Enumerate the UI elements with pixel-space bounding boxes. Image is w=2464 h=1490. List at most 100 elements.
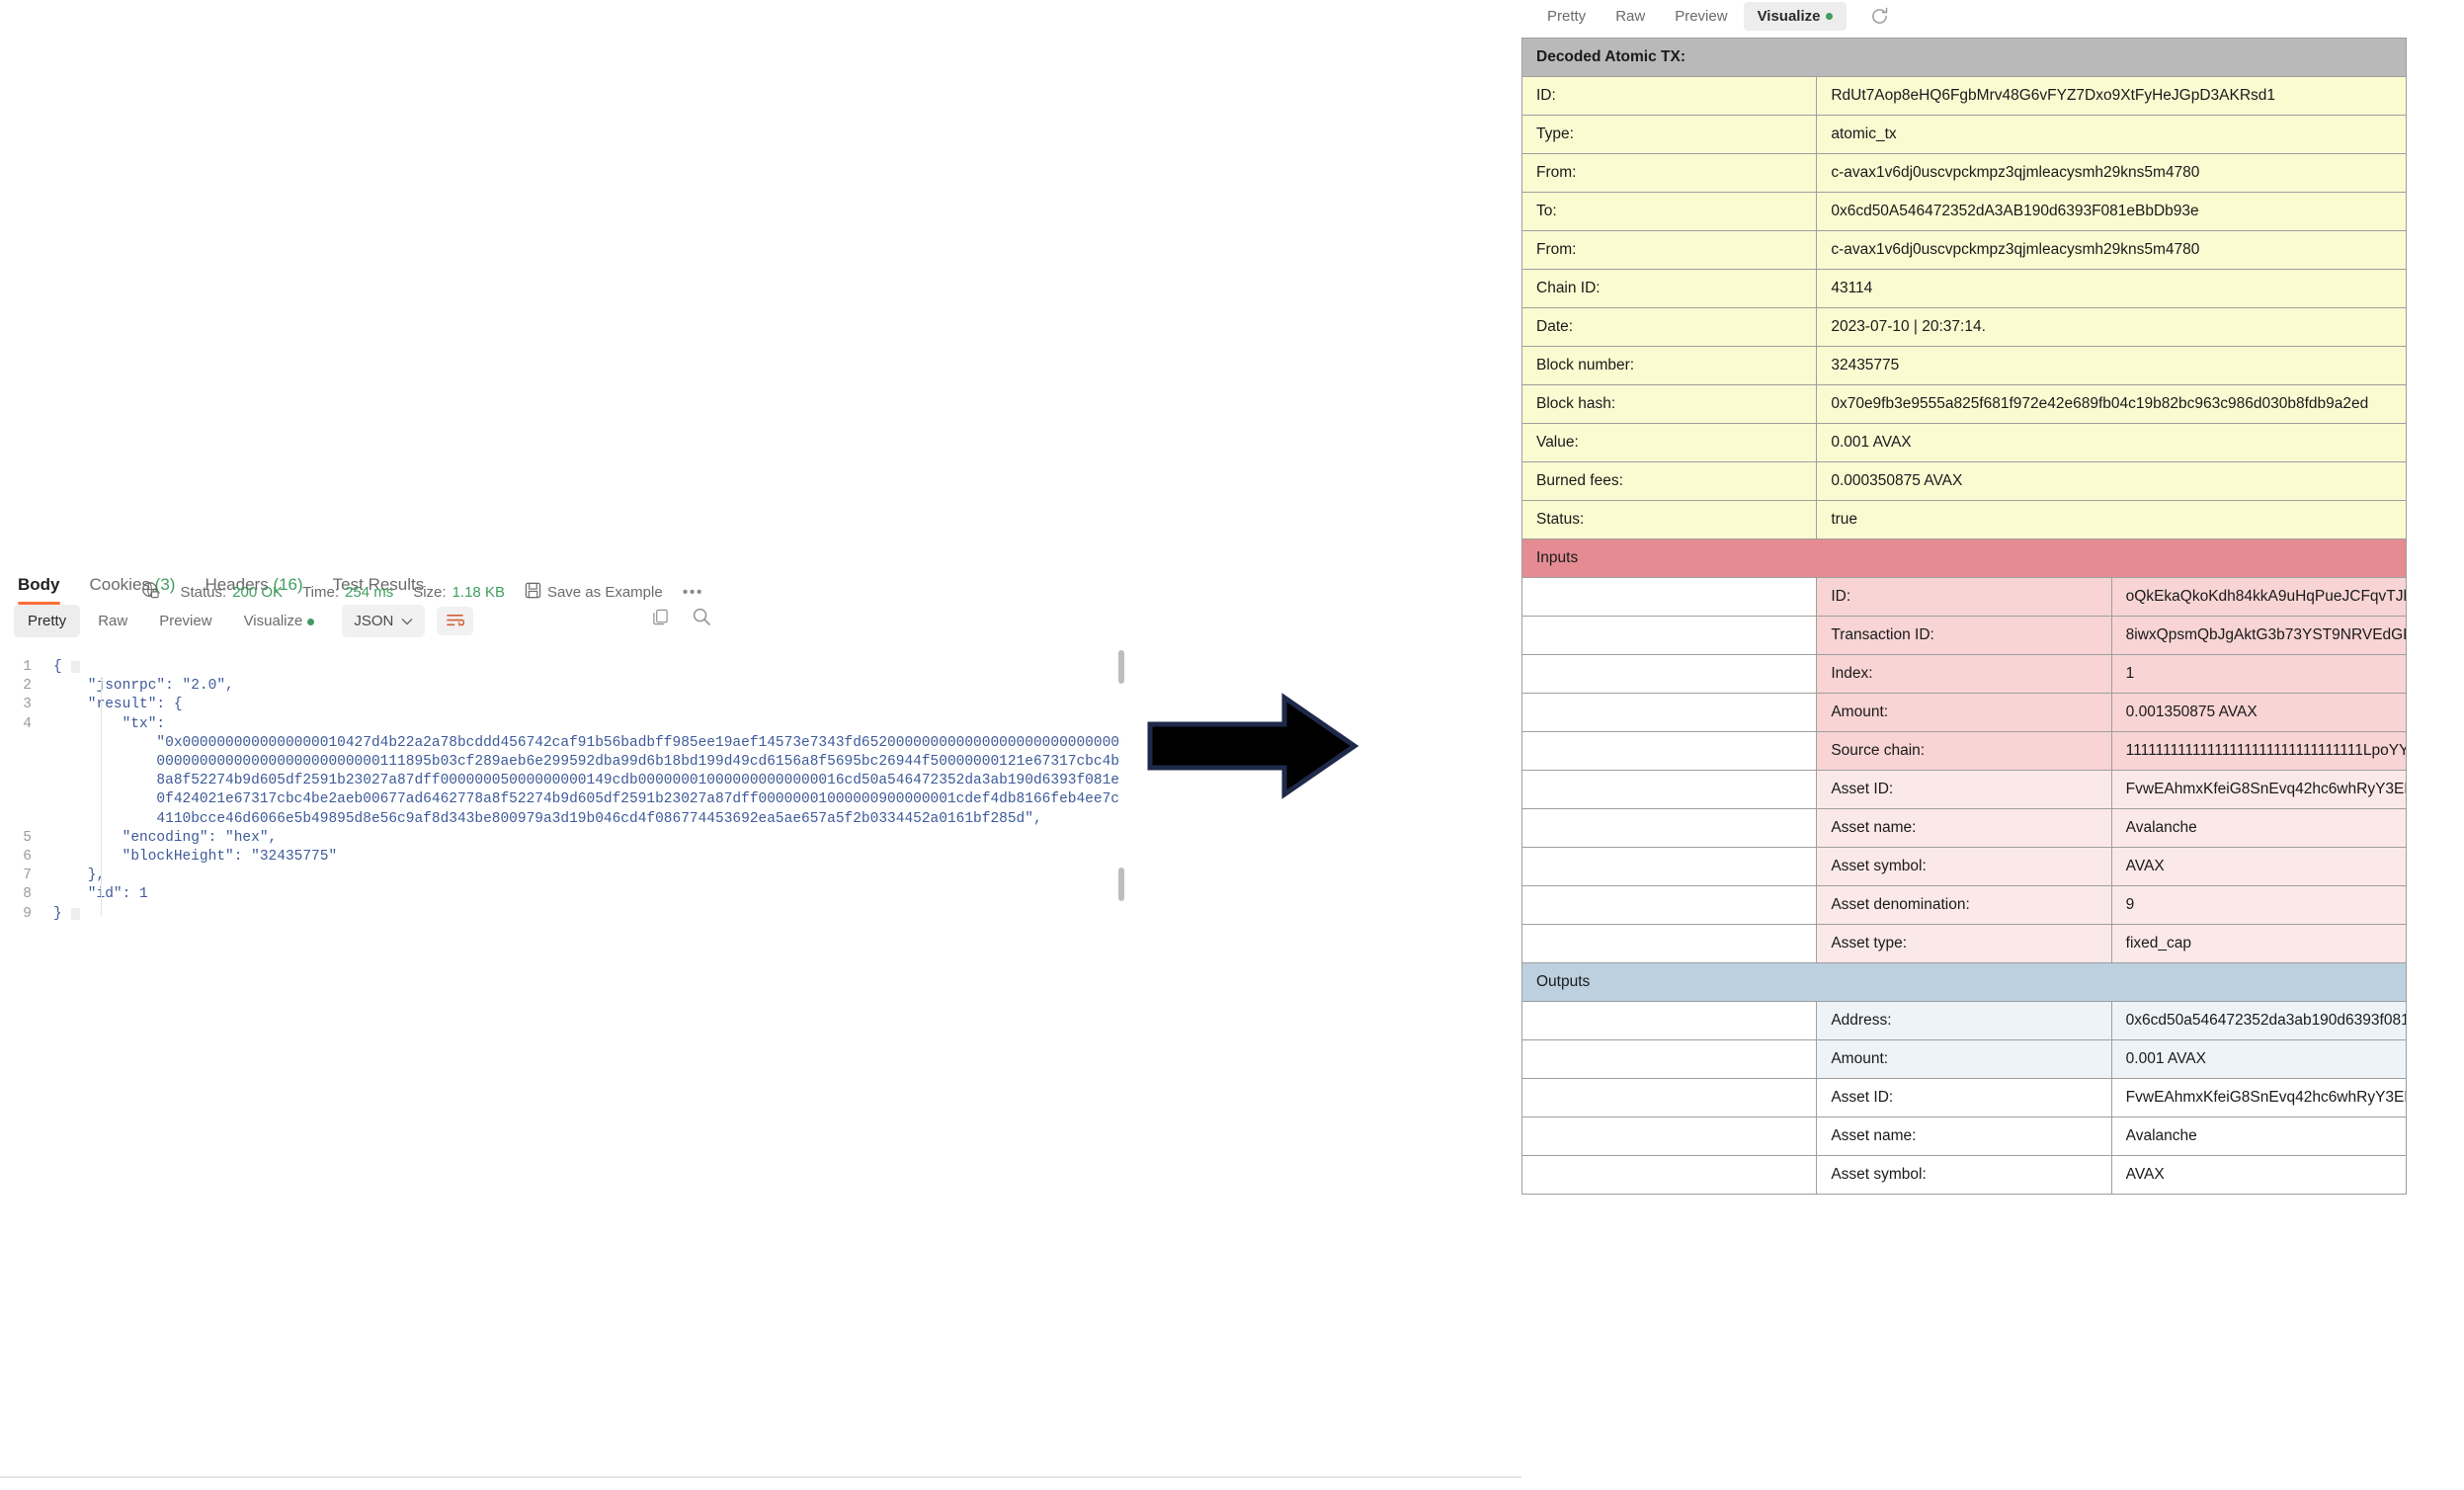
outputs-row: Asset symbol: AVAX xyxy=(1521,1155,2408,1195)
inputs-row: Asset type: fixed_cap xyxy=(1521,924,2408,963)
code-line: 1{ xyxy=(14,658,1120,677)
wrap-lines-button[interactable] xyxy=(437,607,474,635)
inputs-row-spacer xyxy=(1521,654,1818,694)
inputs-row-value: FvwEAhmxKfeiG8SnEvq42hc6whRyY3EFYAvebMqD… xyxy=(2110,770,2408,809)
inputs-row-spacer xyxy=(1521,885,1818,925)
code-line: 6 "blockHeight": "32435775" xyxy=(14,848,1120,867)
code-line: 3 "result": { xyxy=(14,696,1120,714)
code-line: 5 "encoding": "hex", xyxy=(14,829,1120,848)
summary-row-value: 32435775 xyxy=(1816,346,2407,385)
summary-row-value: c-avax1v6dj0uscvpckmpz3qjmleacysmh29kns5… xyxy=(1816,153,2407,193)
copy-icon[interactable] xyxy=(651,608,670,631)
view-tab-visualize[interactable]: Visualize xyxy=(230,605,329,637)
outputs-row: Amount: 0.001 AVAX xyxy=(1521,1039,2408,1079)
inputs-row-label: Asset denomination: xyxy=(1816,885,2112,925)
summary-row-value: 2023-07-10 | 20:37:14. xyxy=(1816,307,2407,347)
view-tab-pretty-label: Pretty xyxy=(28,613,67,629)
code-scrollbar-thumb-bottom[interactable] xyxy=(1118,868,1124,901)
outputs-row-label: Asset symbol: xyxy=(1816,1155,2112,1195)
fold-marker-top[interactable] xyxy=(71,661,80,673)
fold-marker-bottom[interactable] xyxy=(71,908,80,920)
decoded-tx-table: Decoded Atomic TX: ID: RdUt7Aop8eHQ6FgbMrv… xyxy=(1521,38,2408,1195)
response-tab-test-results[interactable]: Test Results xyxy=(333,575,425,605)
viz-tab-visualize[interactable]: Visualize xyxy=(1743,1,1847,31)
viz-tab-raw[interactable]: Raw xyxy=(1602,2,1659,31)
status-value: 200 OK xyxy=(232,584,284,601)
inputs-row-value: AVAX xyxy=(2110,847,2408,886)
inputs-row-spacer xyxy=(1521,924,1818,963)
summary-row-label: From: xyxy=(1521,230,1818,270)
outputs-row-label: Address: xyxy=(1816,1001,2112,1040)
line-number: 9 xyxy=(23,905,32,922)
line-number: 1 xyxy=(23,659,32,675)
viz-tab-pretty[interactable]: Pretty xyxy=(1533,2,1600,31)
summary-row: Burned fees: 0.000350875 AVAX xyxy=(1521,461,2407,501)
summary-row: From: c-avax1v6dj0uscvpckmpz3qjmleacysmh2… xyxy=(1521,153,2407,193)
search-icon[interactable] xyxy=(692,607,711,631)
chevron-down-icon xyxy=(401,613,413,629)
outputs-row: Asset ID: FvwEAhmxKfeiG8SnEvq42hc6whRyY3E… xyxy=(1521,1078,2408,1118)
inputs-row-label: Index: xyxy=(1816,654,2112,694)
code-line-text: "tx": xyxy=(53,715,166,732)
decoded-tx-table-wrapper: Decoded Atomic TX: ID: RdUt7Aop8eHQ6FgbMrv… xyxy=(1521,38,2464,1195)
summary-row-value: 0.000350875 AVAX xyxy=(1816,461,2407,501)
inputs-row-spacer xyxy=(1521,731,1818,771)
code-line-text: } xyxy=(53,905,62,922)
response-tab-headers[interactable]: Headers (16) xyxy=(205,575,302,605)
time-label: Time: xyxy=(302,584,340,601)
summary-row-value: c-avax1v6dj0uscvpckmpz3qjmleacysmh29kns5… xyxy=(1816,230,2407,270)
summary-row: To: 0x6cd50A546472352dA3AB190d6393F081eBb… xyxy=(1521,192,2407,231)
transform-arrow-icon xyxy=(1146,692,1359,805)
outputs-row-spacer xyxy=(1521,1117,1818,1156)
inputs-row-spacer xyxy=(1521,808,1818,848)
summary-row-label: Type: xyxy=(1521,115,1818,154)
view-tab-preview[interactable]: Preview xyxy=(145,605,225,637)
viz-tab-preview[interactable]: Preview xyxy=(1661,2,1741,31)
response-tab-body[interactable]: Body xyxy=(18,575,60,605)
inputs-row-value: 11111111111111111111111111111111LpoYY xyxy=(2110,731,2408,771)
inputs-section-title: Inputs xyxy=(1521,538,2407,578)
summary-row-value: 0.001 AVAX xyxy=(1816,423,2407,462)
code-scrollbar-thumb-top[interactable] xyxy=(1118,650,1124,684)
summary-row-value: atomic_tx xyxy=(1816,115,2407,154)
summary-row-label: ID: xyxy=(1521,76,1818,116)
response-tab-cookies[interactable]: Cookies (3) xyxy=(90,575,176,605)
line-number xyxy=(14,772,53,790)
format-select[interactable]: JSON xyxy=(342,605,426,637)
summary-row-value: RdUt7Aop8eHQ6FgbMrv48G6vFYZ7Dxo9XtFyHeJG… xyxy=(1816,76,2407,116)
inputs-row-value: Avalanche xyxy=(2110,808,2408,848)
save-as-example-button[interactable]: Save as Example xyxy=(525,582,663,603)
summary-row-label: Block number: xyxy=(1521,346,1818,385)
view-tab-raw[interactable]: Raw xyxy=(84,605,141,637)
summary-row-value: true xyxy=(1816,500,2407,539)
inputs-row: Asset ID: FvwEAhmxKfeiG8SnEvq42hc6whRyY3E… xyxy=(1521,770,2408,809)
outputs-row-spacer xyxy=(1521,1078,1818,1118)
view-tab-pretty[interactable]: Pretty xyxy=(14,605,81,637)
summary-row: Status: true xyxy=(1521,500,2407,539)
code-line-text: 4110bcce46d6066e5b49895d8e56c9af8d343be8… xyxy=(53,810,1042,827)
summary-row-label: Burned fees: xyxy=(1521,461,1818,501)
line-number: 5 xyxy=(23,829,32,846)
summary-row: Block hash: 0x70e9fb3e9555a825f681f972e42… xyxy=(1521,384,2407,424)
response-view-toolbar: Pretty Raw Preview Visualize JSON xyxy=(14,605,474,637)
summary-row: Type: atomic_tx xyxy=(1521,115,2407,154)
viz-tab-raw-label: Raw xyxy=(1615,7,1646,25)
response-more-options-button[interactable]: ••• xyxy=(682,583,703,601)
viz-tab-visualize-label: Visualize xyxy=(1757,7,1821,25)
summary-row: Chain ID: 43114 xyxy=(1521,269,2407,308)
inputs-row-value: 9 xyxy=(2110,885,2408,925)
code-line-text: "blockHeight": "32435775" xyxy=(53,849,338,866)
outputs-row-spacer xyxy=(1521,1155,1818,1195)
line-number xyxy=(14,734,53,753)
code-line: 2 "jsonrpc": "2.0", xyxy=(14,677,1120,696)
decoded-tx-title: Decoded Atomic TX: xyxy=(1521,38,2407,77)
response-meta-bar: Status: 200 OK Time: 254 ms Size: 1.18 K… xyxy=(141,581,703,604)
json-code-viewer[interactable]: 1{2 "jsonrpc": "2.0", 3 "result": {4 "tx"… xyxy=(14,658,1120,935)
inputs-row-spacer xyxy=(1521,847,1818,886)
view-tab-raw-label: Raw xyxy=(98,613,128,629)
line-number: 4 xyxy=(23,715,32,732)
refresh-icon[interactable] xyxy=(1870,7,1889,26)
summary-row-value: 43114 xyxy=(1816,269,2407,308)
inputs-row-label: ID: xyxy=(1816,577,2112,617)
inputs-row-value: 1 xyxy=(2110,654,2408,694)
